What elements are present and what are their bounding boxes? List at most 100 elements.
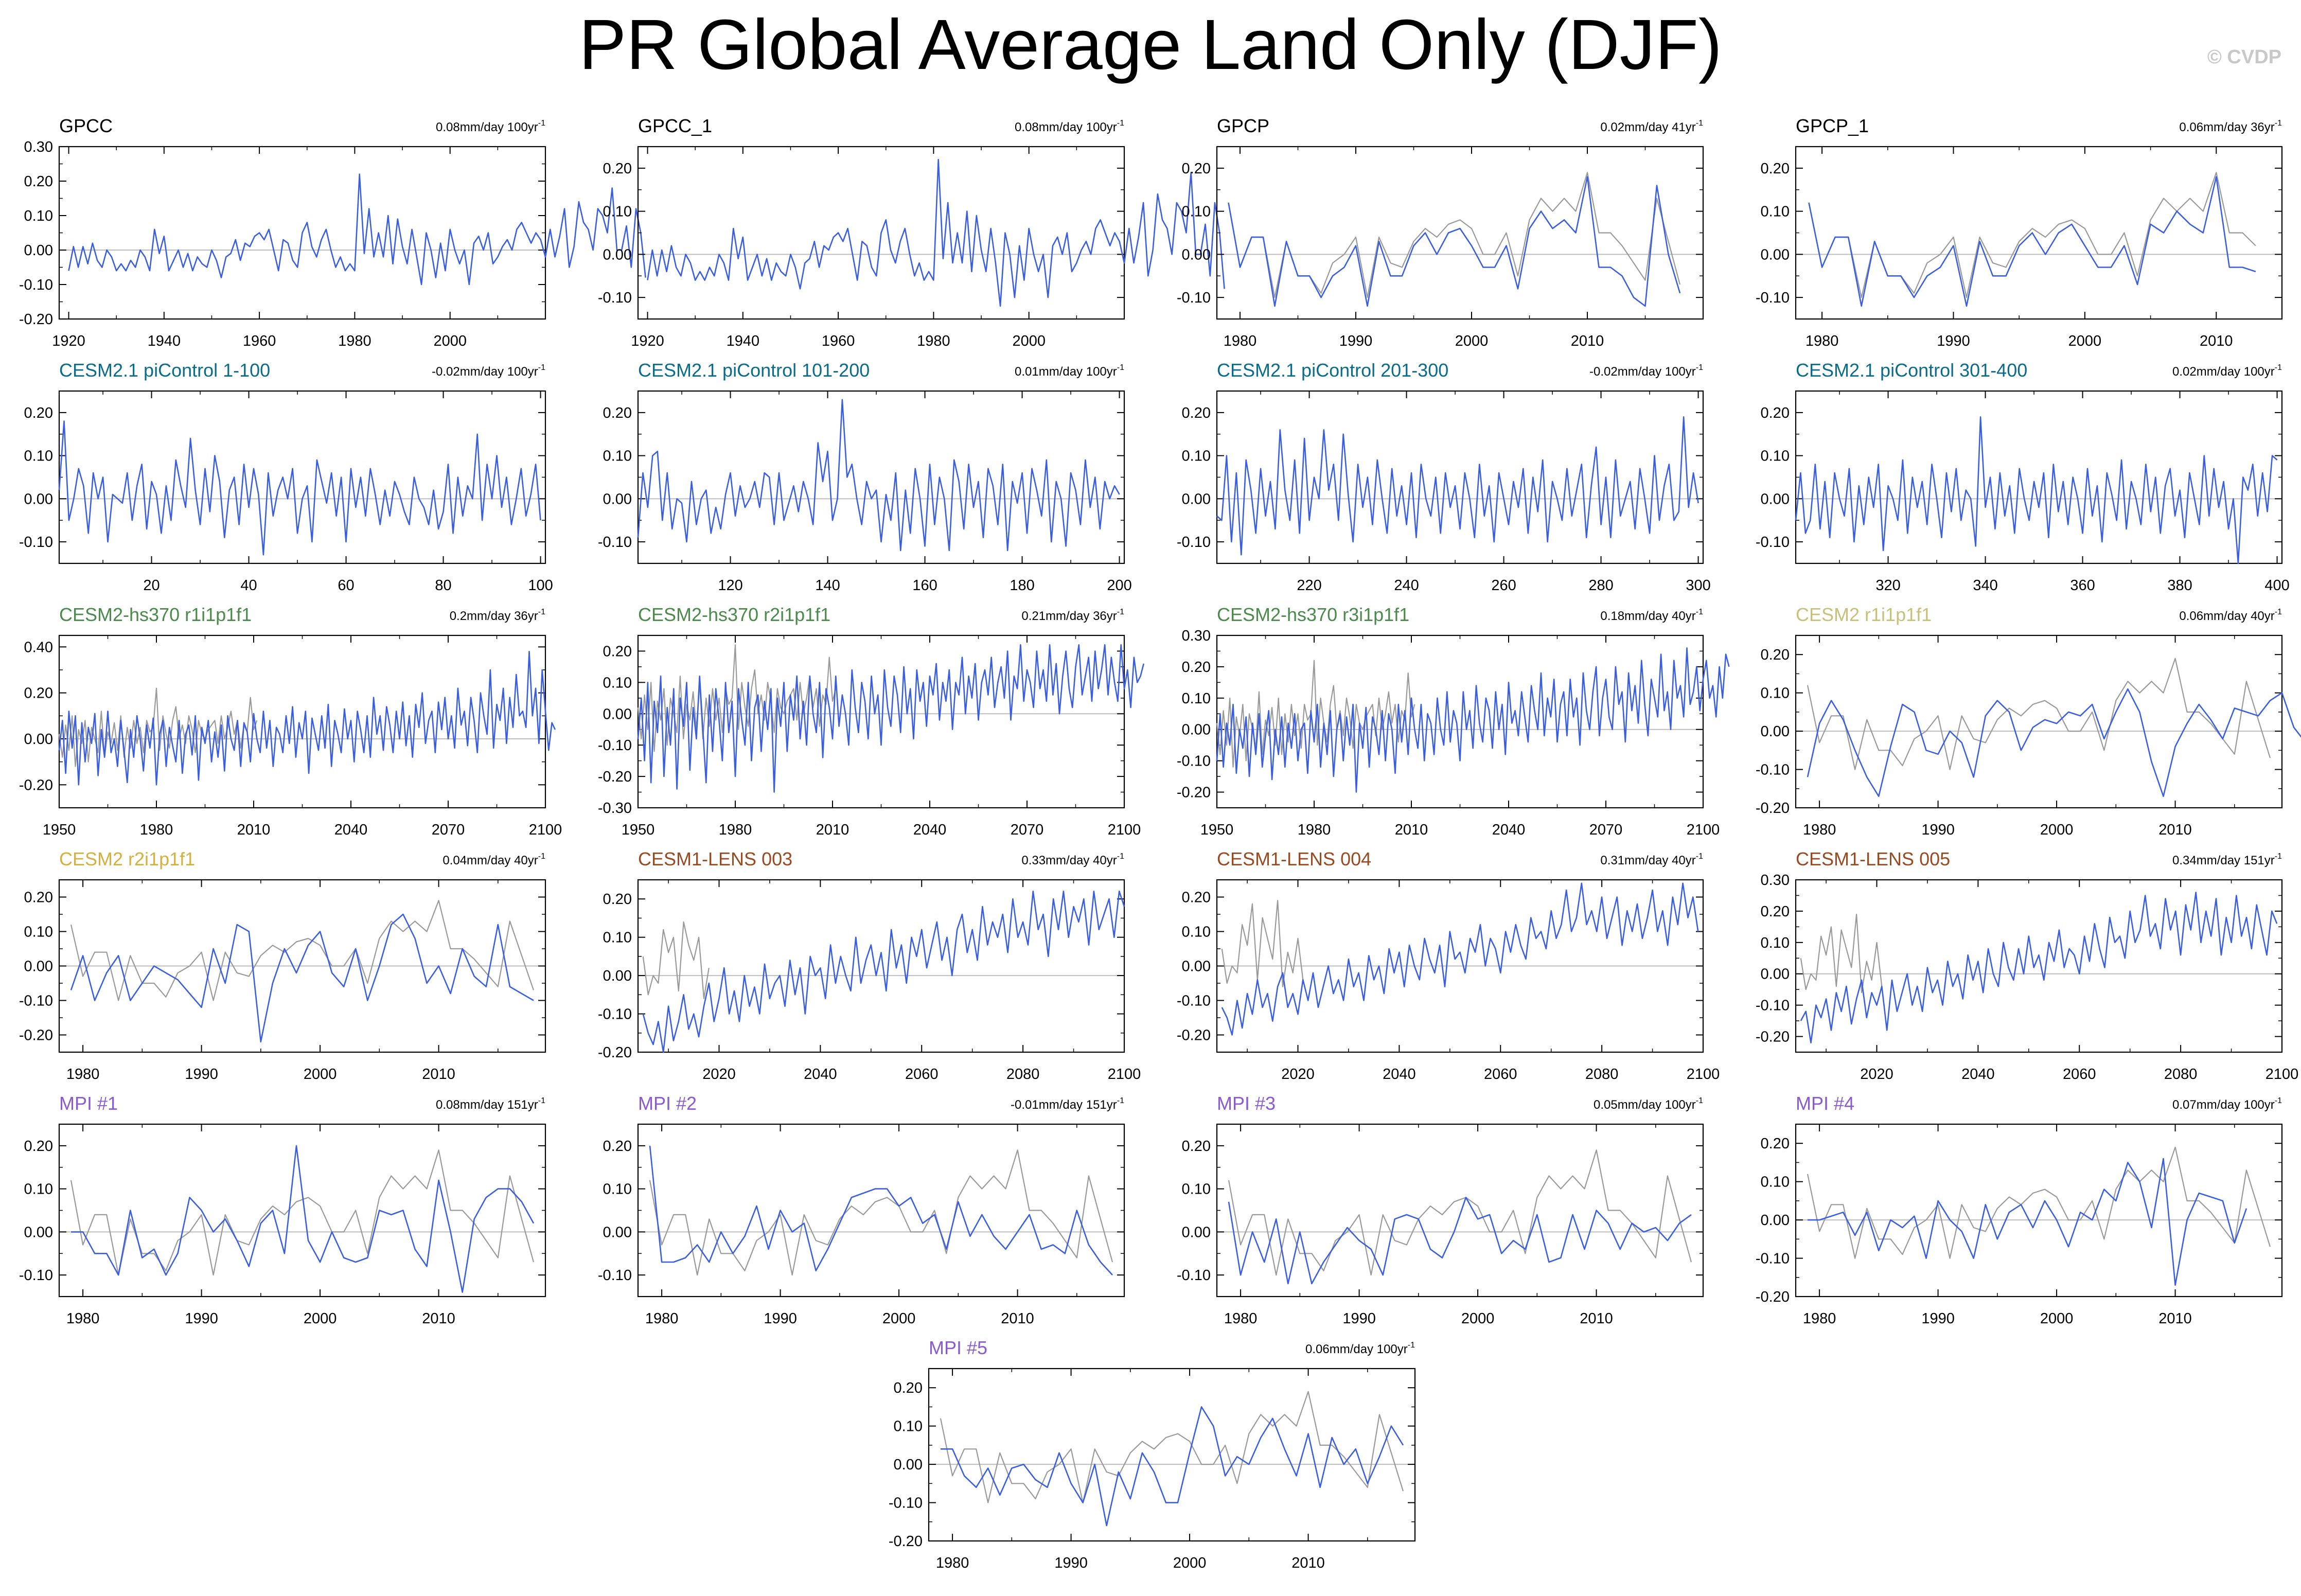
x-tick-label: 2040 [913, 822, 947, 838]
panel-title: CESM2 r2i1p1f1 [59, 848, 195, 870]
x-tick-label: 2010 [1001, 1310, 1034, 1327]
y-tick-label: 0.10 [24, 1181, 53, 1198]
primary-series-line [68, 173, 646, 286]
x-tick-label: 2060 [1484, 1066, 1517, 1083]
plot-frame [1216, 146, 1704, 320]
x-tick-label: 2000 [1461, 1310, 1495, 1327]
y-tick-label: 0.10 [1182, 1181, 1211, 1198]
y-tick-label: 0.10 [1182, 448, 1211, 465]
x-tick-label: 160 [912, 577, 937, 594]
y-tick-label: 0.00 [603, 706, 632, 722]
x-tick-label: 180 [1010, 577, 1034, 594]
x-tick-label: 2100 [1108, 1066, 1141, 1083]
y-tick-label: 0.20 [1761, 405, 1790, 421]
x-tick-label: 340 [1973, 577, 1997, 594]
x-tick-label: 2010 [422, 1066, 455, 1083]
x-tick-label: 2010 [422, 1310, 455, 1327]
x-tick-label: 2010 [1571, 333, 1604, 349]
x-tick-label: 2060 [905, 1066, 939, 1083]
x-tick-label: 2000 [2040, 822, 2074, 838]
reference-series-line [1807, 658, 2271, 770]
panel-title: MPI #2 [638, 1093, 697, 1114]
primary-series-line [58, 651, 556, 786]
x-tick-label: 2000 [2040, 1310, 2074, 1327]
x-tick-label: 1920 [631, 333, 664, 349]
x-tick-label: 2060 [2063, 1066, 2096, 1083]
x-tick-label: 2100 [1687, 822, 1720, 838]
panel-12: -0.20 -0.10 0.00 0.10 0.20 1980 1990 2000 2010 CE… [1756, 604, 2301, 838]
y-tick-label: -0.10 [1756, 1251, 1790, 1267]
trend-label: 0.08mm/day 151yr-1 [436, 1096, 545, 1112]
y-tick-label: -0.10 [598, 290, 632, 306]
reference-series-line [1228, 1149, 1692, 1276]
y-tick-label: 0.20 [603, 891, 632, 908]
y-tick-label: 0.20 [24, 685, 53, 702]
y-tick-label: 0.20 [1761, 647, 1790, 663]
x-tick-label: 40 [240, 577, 257, 594]
x-tick-label: 380 [2167, 577, 2192, 594]
x-tick-label: 2010 [2158, 1310, 2192, 1327]
reference-series-line [940, 1391, 1404, 1503]
x-tick-label: 2010 [1580, 1310, 1613, 1327]
y-tick-label: 0.00 [1182, 1224, 1211, 1240]
primary-series-line [647, 158, 1225, 307]
y-tick-label: 0.10 [24, 448, 53, 465]
y-tick-label: -0.10 [598, 1267, 632, 1284]
primary-series-line [58, 420, 541, 556]
y-tick-label: 0.20 [1761, 161, 1790, 177]
panel-title: CESM1-LENS 005 [1796, 848, 1950, 870]
trend-label: 0.02mm/day 100yr-1 [2172, 363, 2282, 379]
panel-title: MPI #1 [59, 1093, 118, 1114]
y-tick-label: 0.00 [1182, 246, 1211, 263]
plot-frame [58, 634, 546, 809]
y-tick-label: -0.10 [598, 737, 632, 754]
reference-series-line [70, 900, 535, 1001]
y-tick-label: 0.10 [603, 675, 632, 691]
y-tick-label: 0.10 [603, 204, 632, 220]
x-tick-label: 1980 [140, 822, 173, 838]
x-tick-label: 1990 [1937, 333, 1970, 349]
y-tick-label: 0.20 [603, 1138, 632, 1155]
x-tick-label: 2080 [1006, 1066, 1040, 1083]
panel-title: CESM2-hs370 r3i1p1f1 [1217, 604, 1409, 625]
y-tick-label: 0.20 [1182, 405, 1211, 421]
panel-title: CESM1-LENS 004 [1217, 848, 1371, 870]
panel-20: -0.20 -0.10 0.00 0.10 0.20 1980 1990 2000 2010 MP… [1756, 1093, 2283, 1327]
y-tick-label: 0.20 [1182, 659, 1211, 676]
y-tick-label: 0.20 [1182, 890, 1211, 906]
y-tick-label: 0.10 [1761, 935, 1790, 951]
y-tick-label: 0.20 [1182, 1138, 1211, 1155]
y-tick-label: 0.10 [1182, 204, 1211, 220]
x-tick-label: 1980 [936, 1555, 969, 1571]
reference-series-line [58, 687, 258, 767]
panel-6: -0.10 0.00 0.10 0.20 120 140 160 180 200 CESM2.1 … [598, 360, 1132, 594]
y-tick-label: -0.20 [1756, 800, 1790, 817]
reference-series-line [642, 921, 710, 999]
x-tick-label: 2020 [1281, 1066, 1315, 1083]
reference-series-line [1800, 913, 1883, 994]
plot-frame [1795, 634, 2283, 809]
x-tick-label: 1980 [66, 1310, 100, 1327]
reference-series-line [1221, 900, 1304, 987]
y-tick-label: -0.20 [1177, 1027, 1211, 1044]
y-tick-label: 0.00 [24, 959, 53, 975]
y-tick-label: -0.10 [19, 277, 53, 293]
panel-title: MPI #5 [929, 1337, 987, 1358]
reference-series-line [1228, 172, 1681, 298]
trend-label: 0.34mm/day 151yr-1 [2172, 852, 2282, 867]
x-tick-label: 300 [1686, 577, 1710, 594]
plot-frame [637, 1123, 1125, 1298]
x-tick-label: 2010 [1291, 1555, 1325, 1571]
y-tick-label: 0.20 [24, 173, 53, 190]
primary-series-line [1228, 176, 1681, 307]
x-tick-label: 2040 [1492, 822, 1526, 838]
panel-7: -0.10 0.00 0.10 0.20 220 240 260 280 300 CESM2.1 … [1177, 360, 1711, 594]
x-tick-label: 80 [435, 577, 451, 594]
x-tick-label: 1980 [1224, 333, 1257, 349]
page-title: PR Global Average Land Only (DJF) [579, 5, 1722, 84]
panel-18: -0.10 0.00 0.10 0.20 1980 1990 2000 2010 MPI #2 -… [598, 1093, 1125, 1327]
x-tick-label: 2020 [702, 1066, 736, 1083]
x-tick-label: 1990 [185, 1066, 218, 1083]
primary-series-line [1808, 176, 2256, 307]
panel-8: -0.10 0.00 0.10 0.20 320 340 360 380 400 CESM2.1 … [1756, 360, 2290, 594]
